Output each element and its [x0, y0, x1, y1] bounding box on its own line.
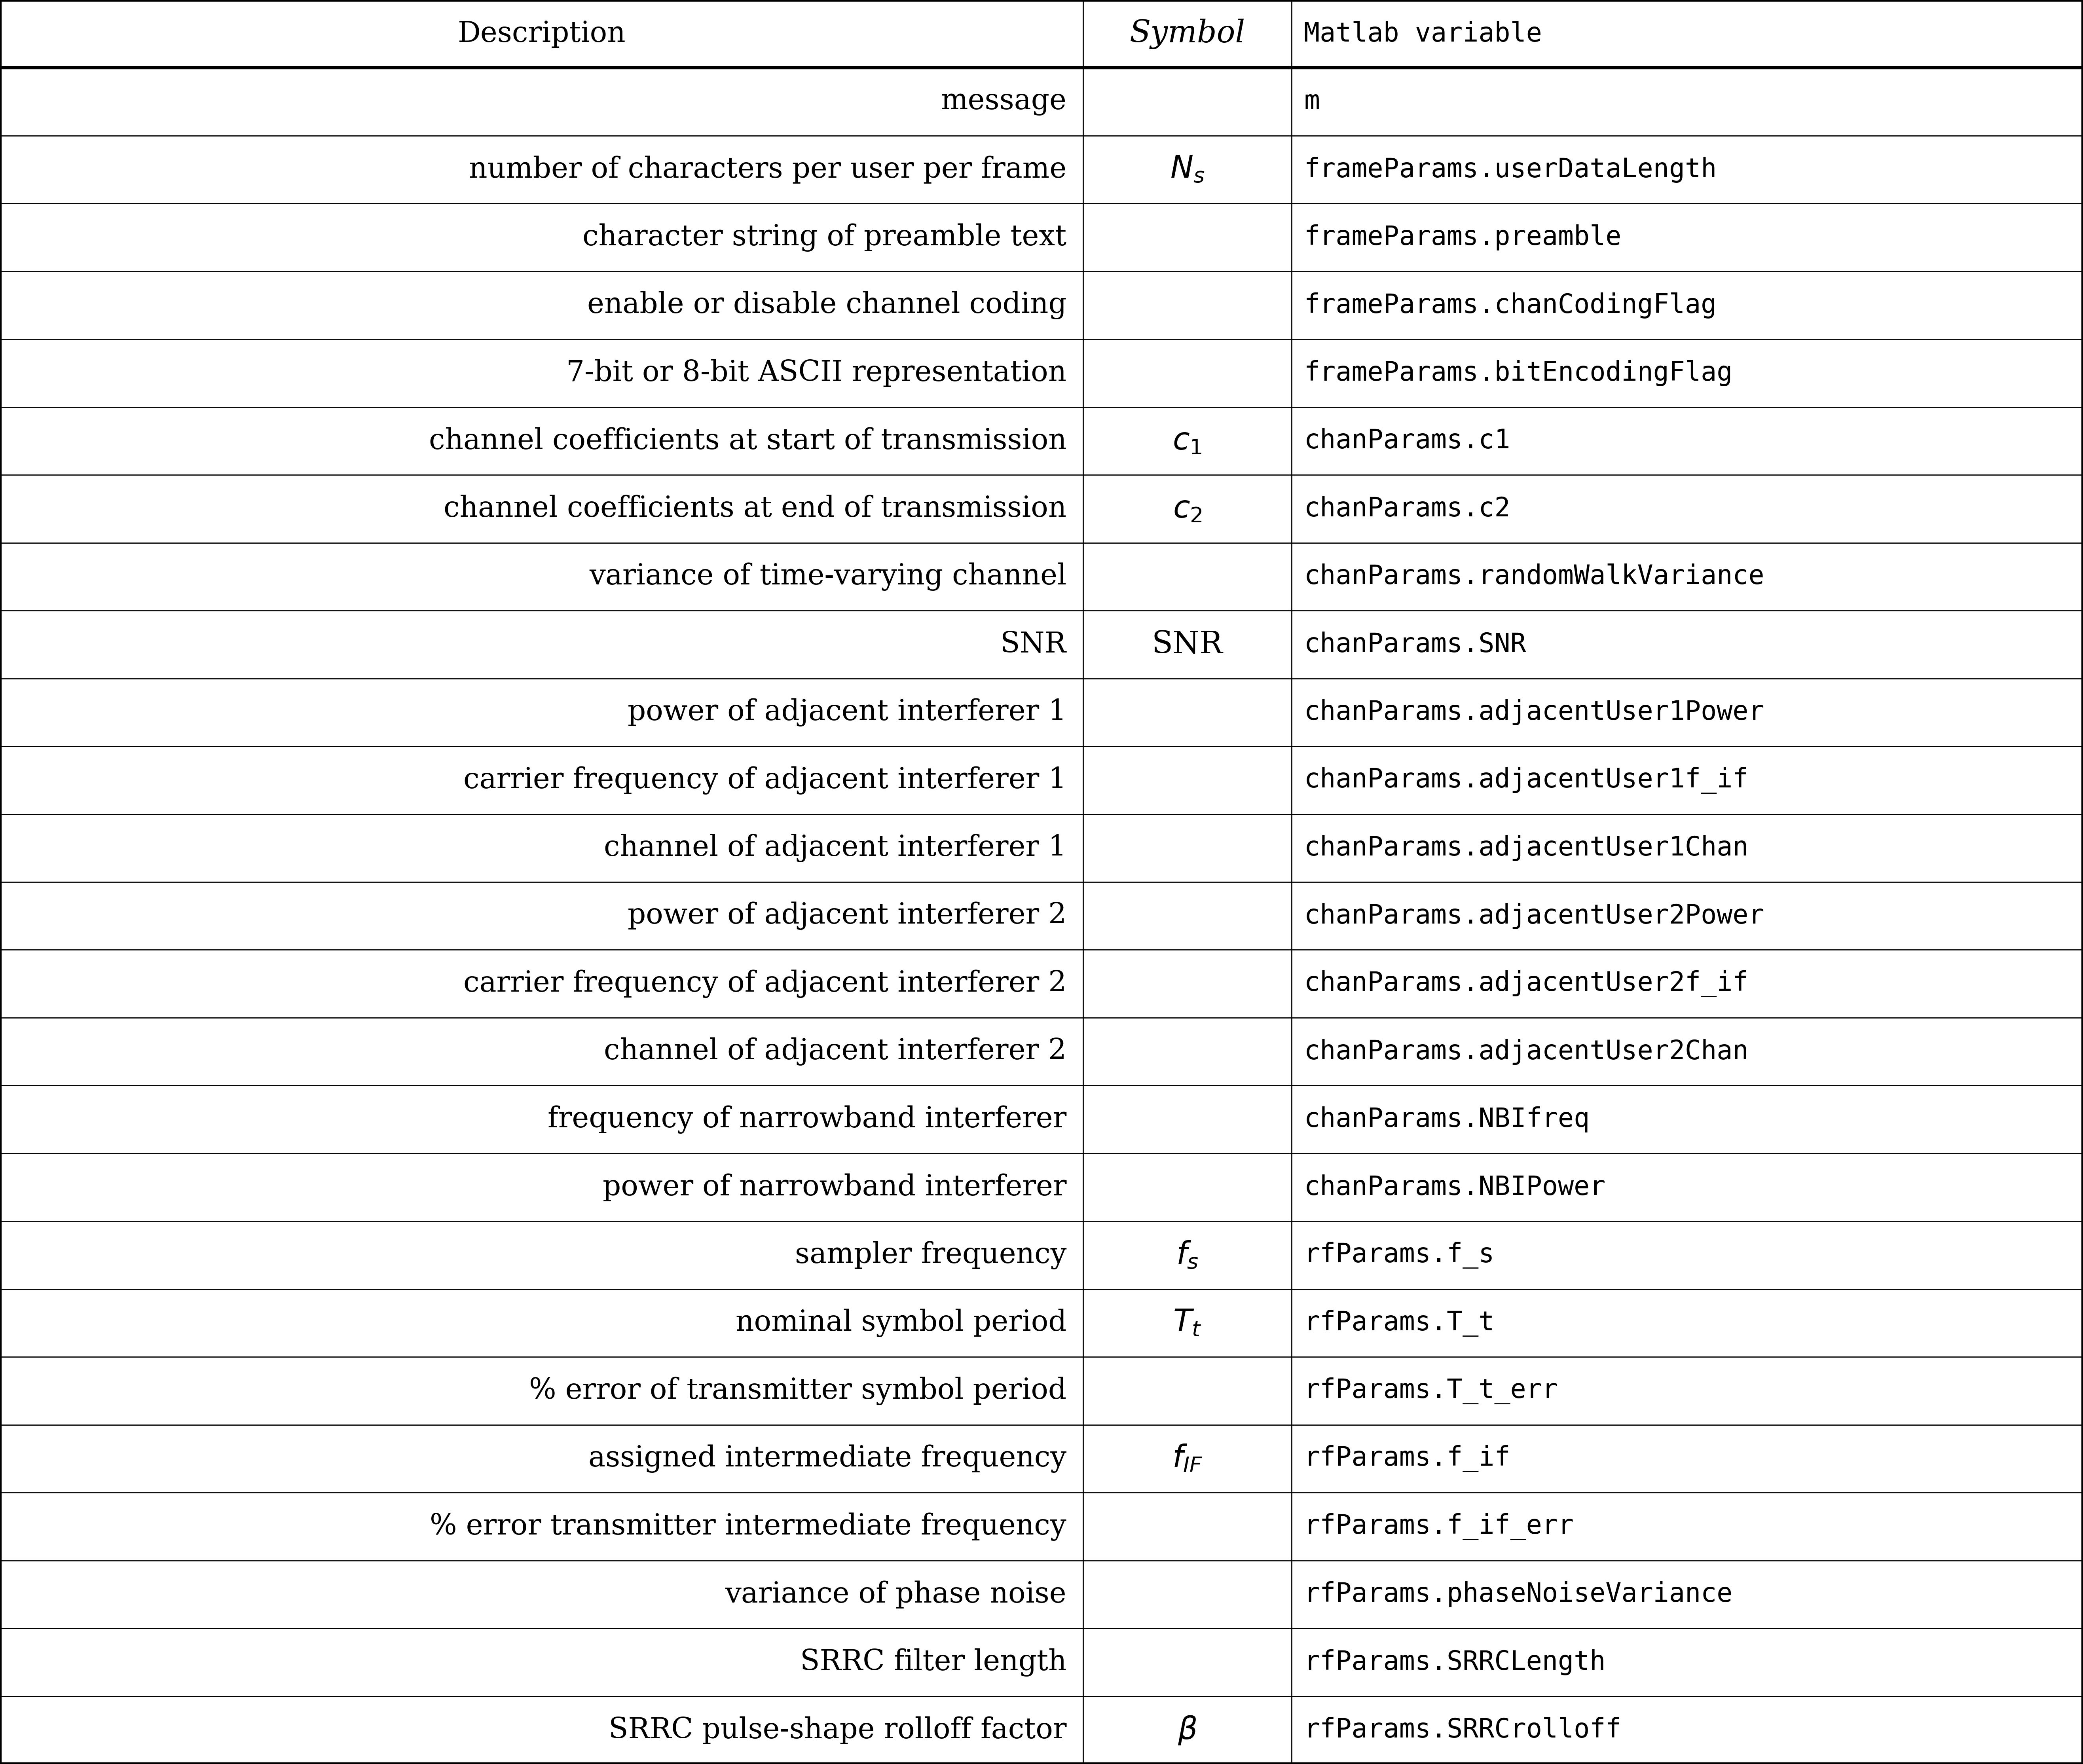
Text: $c_1$: $c_1$ — [1173, 425, 1202, 457]
Text: rfParams.SRRCrolloff: rfParams.SRRCrolloff — [1304, 1716, 1621, 1743]
Text: power of narrowband interferer: power of narrowband interferer — [602, 1173, 1066, 1201]
Text: number of characters per user per frame: number of characters per user per frame — [469, 155, 1066, 183]
Text: sampler frequency: sampler frequency — [796, 1242, 1066, 1270]
Text: rfParams.f_if: rfParams.f_if — [1304, 1445, 1510, 1473]
Text: $c_2$: $c_2$ — [1173, 494, 1202, 524]
Text: frequency of narrowband interferer: frequency of narrowband interferer — [548, 1106, 1066, 1134]
Text: power of adjacent interferer 2: power of adjacent interferer 2 — [627, 901, 1066, 930]
Text: chanParams.c1: chanParams.c1 — [1304, 429, 1510, 453]
Text: chanParams.adjacentUser2f_if: chanParams.adjacentUser2f_if — [1304, 970, 1748, 997]
Text: chanParams.adjacentUser1Chan: chanParams.adjacentUser1Chan — [1304, 834, 1748, 861]
Text: chanParams.NBIPower: chanParams.NBIPower — [1304, 1175, 1606, 1200]
Text: frameParams.chanCodingFlag: frameParams.chanCodingFlag — [1304, 293, 1716, 318]
Text: % error transmitter intermediate frequency: % error transmitter intermediate frequen… — [429, 1512, 1066, 1540]
Text: $N_s$: $N_s$ — [1171, 155, 1204, 185]
Text: character string of preamble text: character string of preamble text — [583, 224, 1066, 252]
Text: SRRC filter length: SRRC filter length — [800, 1648, 1066, 1676]
Text: assigned intermediate frequency: assigned intermediate frequency — [587, 1445, 1066, 1473]
Text: carrier frequency of adjacent interferer 1: carrier frequency of adjacent interferer… — [462, 766, 1066, 794]
Text: frameParams.userDataLength: frameParams.userDataLength — [1304, 157, 1716, 183]
Text: SNR: SNR — [1000, 630, 1066, 658]
Text: frameParams.bitEncodingFlag: frameParams.bitEncodingFlag — [1304, 360, 1733, 386]
Text: chanParams.randomWalkVariance: chanParams.randomWalkVariance — [1304, 564, 1764, 589]
Text: variance of phase noise: variance of phase noise — [725, 1581, 1066, 1609]
Text: rfParams.phaseNoiseVariance: rfParams.phaseNoiseVariance — [1304, 1581, 1733, 1607]
Text: % error of transmitter symbol period: % error of transmitter symbol period — [529, 1376, 1066, 1404]
Text: variance of time-varying channel: variance of time-varying channel — [589, 563, 1066, 591]
Text: rfParams.T_t_err: rfParams.T_t_err — [1304, 1378, 1558, 1404]
Text: Symbol: Symbol — [1129, 19, 1246, 49]
Text: carrier frequency of adjacent interferer 2: carrier frequency of adjacent interferer… — [462, 970, 1066, 998]
Text: chanParams.adjacentUser1Power: chanParams.adjacentUser1Power — [1304, 699, 1764, 725]
Text: channel of adjacent interferer 2: channel of adjacent interferer 2 — [604, 1037, 1066, 1065]
Text: $f_s$: $f_s$ — [1177, 1240, 1198, 1270]
Text: rfParams.f_s: rfParams.f_s — [1304, 1242, 1494, 1268]
Text: chanParams.adjacentUser2Chan: chanParams.adjacentUser2Chan — [1304, 1039, 1748, 1065]
Text: chanParams.adjacentUser1f_if: chanParams.adjacentUser1f_if — [1304, 767, 1748, 794]
Text: $\beta$: $\beta$ — [1177, 1715, 1198, 1746]
Text: m: m — [1304, 88, 1321, 115]
Text: enable or disable channel coding: enable or disable channel coding — [587, 291, 1066, 319]
Text: power of adjacent interferer 1: power of adjacent interferer 1 — [627, 699, 1066, 727]
Text: chanParams.NBIfreq: chanParams.NBIfreq — [1304, 1106, 1589, 1132]
Text: rfParams.f_if_err: rfParams.f_if_err — [1304, 1514, 1575, 1540]
Text: channel coefficients at start of transmission: channel coefficients at start of transmi… — [429, 427, 1066, 455]
Text: message: message — [942, 88, 1066, 116]
Text: chanParams.SNR: chanParams.SNR — [1304, 632, 1527, 658]
Text: 7-bit or 8-bit ASCII representation: 7-bit or 8-bit ASCII representation — [567, 360, 1066, 386]
Text: chanParams.c2: chanParams.c2 — [1304, 496, 1510, 522]
Text: channel coefficients at end of transmission: channel coefficients at end of transmiss… — [444, 496, 1066, 522]
Text: Description: Description — [458, 19, 625, 48]
Text: SNR: SNR — [1152, 630, 1223, 660]
Text: rfParams.T_t: rfParams.T_t — [1304, 1309, 1494, 1337]
Text: chanParams.adjacentUser2Power: chanParams.adjacentUser2Power — [1304, 903, 1764, 930]
Text: Matlab variable: Matlab variable — [1304, 21, 1541, 48]
Text: nominal symbol period: nominal symbol period — [735, 1309, 1066, 1337]
Text: SRRC pulse-shape rolloff factor: SRRC pulse-shape rolloff factor — [608, 1716, 1066, 1745]
Text: $T_t$: $T_t$ — [1173, 1307, 1202, 1339]
Text: channel of adjacent interferer 1: channel of adjacent interferer 1 — [604, 834, 1066, 863]
Text: rfParams.SRRCLength: rfParams.SRRCLength — [1304, 1649, 1606, 1676]
Text: frameParams.preamble: frameParams.preamble — [1304, 224, 1621, 250]
Text: $f_{IF}$: $f_{IF}$ — [1173, 1443, 1202, 1473]
